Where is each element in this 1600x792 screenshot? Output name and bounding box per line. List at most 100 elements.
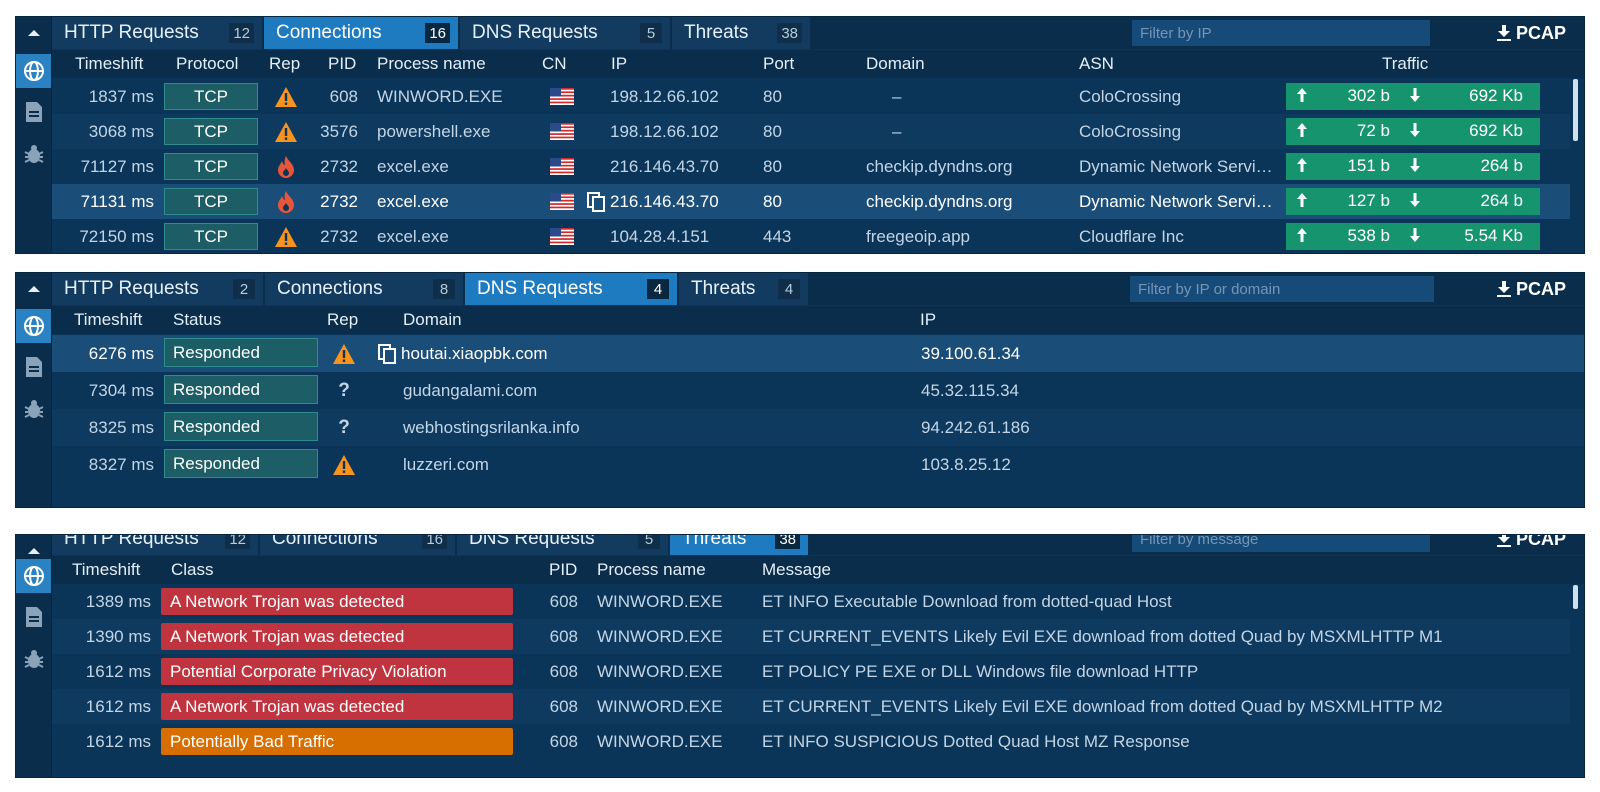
- filter-input[interactable]: [1132, 20, 1430, 46]
- table-row[interactable]: 8325 ms Responded? webhostingsrilanka.info…: [52, 409, 1584, 446]
- files-view-button[interactable]: [16, 95, 51, 129]
- network-view-button[interactable]: [16, 559, 51, 593]
- tab-http-requests[interactable]: HTTP Requests 12: [52, 17, 264, 49]
- traffic-cell: 72 b 692 Kb: [1286, 118, 1540, 145]
- asn-cell: Cloudflare Inc: [1079, 226, 1184, 246]
- tab-threats[interactable]: Threats 38: [670, 535, 810, 555]
- timeshift-cell: 1612 ms: [85, 731, 151, 751]
- pid-cell: 608: [549, 661, 578, 681]
- network-view-button[interactable]: [16, 309, 51, 343]
- table-row[interactable]: 1612 ms Potential Corporate Privacy Viola…: [52, 654, 1570, 689]
- debug-view-button[interactable]: [16, 392, 51, 426]
- status-badge: Responded: [164, 375, 318, 404]
- col-ip[interactable]: IP: [920, 310, 937, 329]
- tab-http-requests[interactable]: HTTP Requests 2: [52, 273, 265, 305]
- filter-input[interactable]: [1132, 535, 1430, 552]
- table-row[interactable]: 8327 ms Responded luzzeri.com 103.8.25.12: [52, 446, 1584, 483]
- table-row[interactable]: 71131 ms TCP 2732 excel.exe 216.146.43.70 80 c…: [52, 184, 1570, 219]
- col-process[interactable]: Process name: [377, 54, 486, 73]
- arrow-up-icon: [1297, 193, 1307, 207]
- col-traffic[interactable]: Traffic: [1382, 54, 1429, 73]
- network-view-button[interactable]: [16, 54, 51, 88]
- debug-view-button[interactable]: [16, 642, 51, 676]
- table-row[interactable]: 71127 ms TCP 2732 excel.exe 216.146.43.70 80 c…: [52, 149, 1570, 184]
- col-pid[interactable]: PID: [549, 560, 578, 579]
- col-protocol[interactable]: Protocol: [176, 54, 239, 73]
- warning-icon: [275, 226, 297, 247]
- col-cn[interactable]: CN: [542, 54, 567, 73]
- tab-threats[interactable]: Threats 4: [679, 273, 810, 305]
- tab-connections[interactable]: Connections 16: [260, 535, 457, 555]
- copy-icon[interactable]: [378, 343, 396, 364]
- table-row[interactable]: 3068 ms TCP 3576 powershell.exe 198.12.66.10…: [52, 114, 1570, 149]
- download-icon: [1496, 281, 1511, 297]
- table-row[interactable]: 1612 ms A Network Trojan was detected 608 W…: [52, 689, 1570, 724]
- col-rep[interactable]: Rep: [269, 54, 301, 73]
- tab-label: DNS Requests: [477, 278, 603, 299]
- domain-cell: webhostingsrilanka.info: [378, 409, 878, 446]
- us-flag-icon: [550, 193, 574, 210]
- col-port[interactable]: Port: [763, 54, 795, 73]
- tab-dns-requests[interactable]: DNS Requests 5: [457, 535, 670, 555]
- scrollbar[interactable]: [1573, 79, 1578, 141]
- col-timeshift[interactable]: Timeshift: [75, 54, 144, 73]
- process-cell: WINWORD.EXE: [597, 626, 723, 646]
- timeshift-cell: 6276 ms: [88, 343, 154, 363]
- filter-input[interactable]: [1130, 276, 1434, 302]
- tab-label: Threats: [684, 22, 749, 43]
- unknown-reputation-icon: ?: [338, 379, 350, 401]
- table-row[interactable]: 1389 ms A Network Trojan was detected 608 W…: [52, 584, 1570, 619]
- table-row[interactable]: 1837 ms TCP 608 WINWORD.EXE 198.12.66.102 80 –…: [52, 79, 1570, 114]
- scrollbar[interactable]: [1573, 585, 1578, 609]
- col-process[interactable]: Process name: [597, 560, 706, 579]
- tab-label: HTTP Requests: [64, 278, 199, 299]
- copy-icon[interactable]: [587, 191, 605, 212]
- pcap-download-button[interactable]: PCAP: [1496, 21, 1566, 45]
- document-icon: [25, 607, 42, 627]
- tab-http-requests[interactable]: HTTP Requests 12: [52, 535, 260, 555]
- col-asn[interactable]: ASN: [1079, 54, 1114, 73]
- asn-cell: Dynamic Network Servi…: [1079, 156, 1273, 176]
- collapse-button[interactable]: [16, 273, 51, 305]
- ip-cell: 216.146.43.70: [587, 184, 757, 219]
- col-message[interactable]: Message: [762, 560, 831, 579]
- col-ip[interactable]: IP: [611, 54, 628, 73]
- col-status[interactable]: Status: [173, 310, 222, 329]
- col-domain[interactable]: Domain: [866, 54, 925, 73]
- message-cell: ET CURRENT_EVENTS Likely Evil EXE downlo…: [762, 626, 1443, 646]
- pcap-download-button[interactable]: PCAP: [1496, 277, 1566, 301]
- col-rep[interactable]: Rep: [327, 310, 359, 329]
- files-view-button[interactable]: [16, 350, 51, 384]
- table-row[interactable]: 6276 ms Responded houtai.xiaopbk.com 39.100…: [52, 335, 1584, 372]
- tab-dns-requests[interactable]: DNS Requests 5: [460, 17, 672, 49]
- table-row[interactable]: 7304 ms Responded? gudangalami.com 45.32.11…: [52, 372, 1584, 409]
- tab-dns-requests[interactable]: DNS Requests 4: [465, 273, 679, 305]
- timeshift-cell: 1837 ms: [88, 86, 154, 106]
- unknown-reputation-icon: ?: [338, 416, 350, 438]
- table-row[interactable]: 72150 ms TCP 2732 excel.exe 104.28.4.151 443 f…: [52, 219, 1570, 253]
- pid-cell: 3576: [320, 121, 358, 141]
- col-domain[interactable]: Domain: [403, 310, 462, 329]
- debug-view-button[interactable]: [16, 137, 51, 171]
- col-timeshift[interactable]: Timeshift: [72, 560, 141, 579]
- upload-value: 151 b: [1347, 156, 1390, 175]
- caret-up-icon: [27, 286, 40, 292]
- table-row[interactable]: 1390 ms A Network Trojan was detected 608 W…: [52, 619, 1570, 654]
- bug-icon: [24, 145, 43, 163]
- table-row[interactable]: 1612 ms Potentially Bad Traffic 608 WINWORD…: [52, 724, 1570, 759]
- col-pid[interactable]: PID: [328, 54, 357, 73]
- tab-label: Connections: [276, 22, 382, 43]
- collapse-button[interactable]: [16, 535, 51, 567]
- tab-threats[interactable]: Threats 38: [672, 17, 812, 49]
- tab-label: Connections: [277, 278, 383, 299]
- pcap-download-button[interactable]: PCAP: [1496, 535, 1566, 551]
- tab-connections[interactable]: Connections 16: [264, 17, 460, 49]
- caret-up-icon: [27, 548, 40, 554]
- files-view-button[interactable]: [16, 600, 51, 634]
- connections-panel: HTTP Requests 12 Connections 16 DNS Requ…: [15, 16, 1585, 254]
- ip-text: 216.146.43.70: [610, 191, 719, 211]
- collapse-button[interactable]: [16, 17, 51, 49]
- col-class[interactable]: Class: [171, 560, 214, 579]
- col-timeshift[interactable]: Timeshift: [74, 310, 143, 329]
- tab-connections[interactable]: Connections 8: [265, 273, 465, 305]
